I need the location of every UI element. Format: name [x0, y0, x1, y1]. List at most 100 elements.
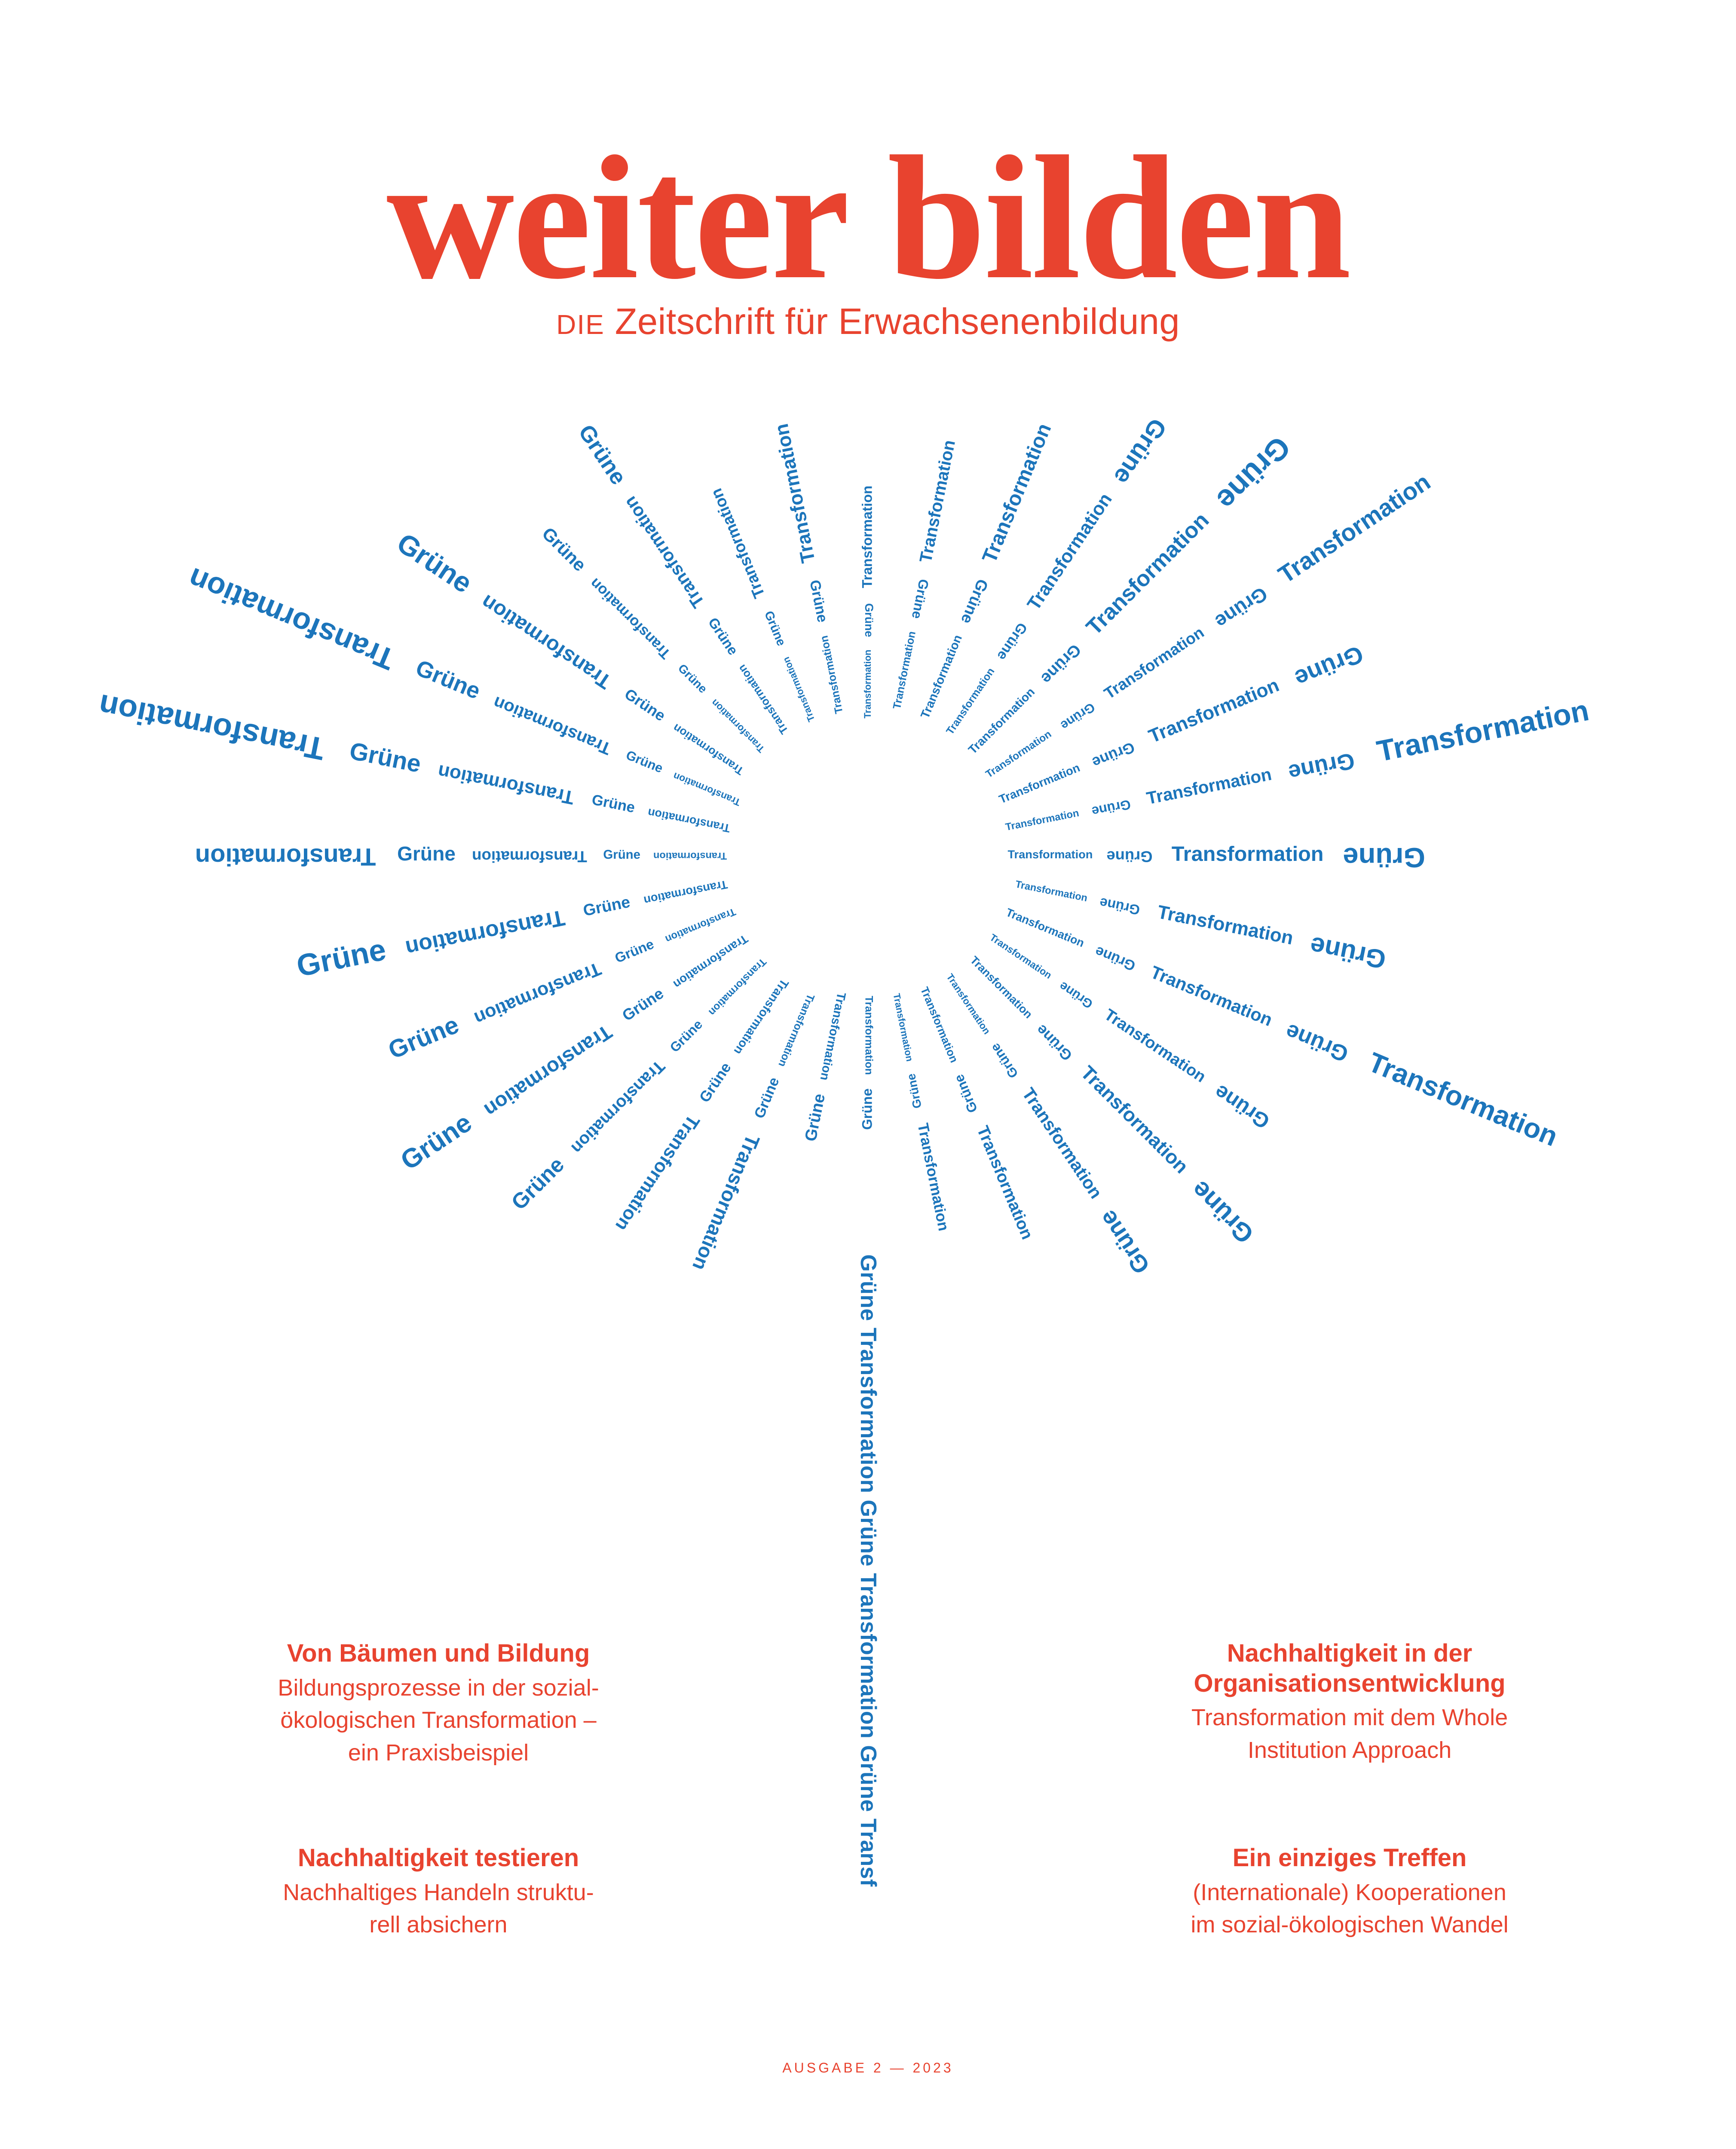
svg-text:Transformation: Transformation [891, 630, 918, 710]
svg-text:Grüne: Grüne [412, 655, 484, 704]
svg-text:Grüne: Grüne [859, 1088, 875, 1130]
svg-text:Transformation: Transformation [1274, 468, 1435, 588]
svg-text:Transformation: Transformation [944, 972, 992, 1036]
svg-text:Transformation: Transformation [490, 693, 614, 759]
svg-text:Transformation: Transformation [1145, 764, 1274, 808]
svg-text:Grüne: Grüne [958, 577, 992, 627]
svg-text:Grüne: Grüne [1058, 700, 1097, 733]
svg-text:Transformation: Transformation [1007, 848, 1093, 861]
svg-text:Grüne: Grüne [397, 842, 456, 865]
svg-text:Grüne: Grüne [1343, 842, 1425, 873]
svg-text:Grüne: Grüne [696, 1059, 735, 1105]
svg-text:Transformation: Transformation [404, 906, 567, 961]
svg-text:Grüne: Grüne [603, 848, 640, 862]
svg-text:Grüne: Grüne [806, 579, 831, 624]
svg-text:Transformation: Transformation [620, 493, 708, 612]
svg-text:Transformation: Transformation [1156, 901, 1295, 949]
svg-text:Transformation: Transformation [1023, 490, 1116, 614]
svg-text:Transformation: Transformation [587, 575, 674, 662]
svg-text:Transformation: Transformation [978, 420, 1056, 566]
svg-text:Grüne: Grüne [384, 1010, 463, 1064]
svg-text:Transformation: Transformation [818, 634, 845, 715]
svg-text:Grüne: Grüne [506, 1152, 569, 1215]
svg-text:Transformation: Transformation [781, 655, 817, 723]
svg-text:Transformation: Transformation [770, 422, 819, 565]
svg-text:Grüne: Grüne [1108, 413, 1172, 490]
svg-text:Grüne: Grüne [1098, 895, 1141, 918]
svg-text:Grüne: Grüne [1056, 979, 1095, 1011]
svg-text:Transformation: Transformation [664, 906, 738, 945]
svg-text:Grüne: Grüne [1286, 748, 1357, 786]
svg-text:Transformation: Transformation [643, 878, 729, 907]
svg-text:Grüne: Grüne [1282, 1019, 1352, 1067]
svg-text:Grüne: Grüne [676, 661, 710, 696]
svg-text:Grüne: Grüne [802, 1092, 829, 1143]
svg-text:Grüne: Grüne [951, 1072, 980, 1115]
svg-text:Grüne: Grüne [294, 933, 389, 983]
svg-text:Transformation: Transformation [1077, 1062, 1193, 1178]
svg-text:Grüne: Grüne [1210, 430, 1297, 517]
svg-text:Transformation: Transformation [688, 1131, 764, 1273]
svg-text:Transformation: Transformation [997, 761, 1082, 806]
svg-text:Transformation: Transformation [862, 650, 873, 719]
svg-text:Transformation: Transformation [918, 633, 965, 720]
svg-text:Transformation: Transformation [1364, 1047, 1562, 1152]
svg-text:Transformation: Transformation [671, 770, 742, 808]
svg-text:Grüne: Grüne [612, 936, 656, 966]
svg-text:Grüne: Grüne [619, 984, 667, 1024]
svg-text:Transformation: Transformation [567, 1056, 668, 1157]
svg-text:Transformation: Transformation [472, 848, 587, 865]
svg-text:Grüne: Grüne [591, 792, 637, 816]
svg-text:Transformation: Transformation [1374, 694, 1592, 768]
svg-text:Grüne: Grüne [582, 893, 632, 920]
svg-text:Transformation: Transformation [183, 561, 399, 677]
svg-text:Grüne: Grüne [705, 615, 741, 658]
svg-text:Grüne: Grüne [863, 603, 876, 637]
svg-text:Grüne: Grüne [1037, 640, 1084, 688]
svg-text:Grüne: Grüne [1090, 797, 1132, 819]
svg-text:Transformation: Transformation [973, 1123, 1036, 1242]
svg-text:Grüne: Grüne [1033, 1021, 1076, 1064]
svg-text:Grüne: Grüne [1107, 848, 1153, 865]
svg-text:Transformation: Transformation [1014, 879, 1088, 904]
svg-text:Transformation: Transformation [480, 1020, 616, 1122]
svg-text:Grüne: Grüne [667, 1017, 706, 1056]
svg-text:Transformation: Transformation [611, 1111, 704, 1235]
svg-text:Transformation: Transformation [646, 806, 731, 835]
svg-text:Transformation: Transformation [914, 1122, 952, 1232]
svg-text:Transformation: Transformation [988, 932, 1054, 981]
svg-text:Transformation: Transformation [863, 996, 875, 1075]
svg-text:Transformation: Transformation [1148, 962, 1275, 1030]
svg-text:Grüne: Grüne [573, 420, 631, 490]
svg-text:Grüne: Grüne [988, 1041, 1021, 1081]
svg-text:Grüne: Grüne [538, 523, 590, 575]
svg-text:Grüne: Grüne [994, 620, 1031, 663]
svg-text:Grüne: Grüne [909, 578, 932, 620]
svg-text:Transformation: Transformation [1081, 507, 1213, 640]
svg-text:Grüne: Grüne [347, 737, 423, 778]
svg-text:Grüne: Grüne [392, 527, 478, 599]
svg-text:Transformation: Transformation [1146, 674, 1282, 747]
svg-text:Transformation: Transformation [1004, 807, 1080, 833]
svg-text:Transformation: Transformation [471, 958, 604, 1029]
svg-text:Transformation: Transformation [709, 697, 767, 755]
svg-text:Transformation: Transformation [1018, 1084, 1106, 1202]
svg-text:Grüne: Grüne [904, 1072, 924, 1109]
svg-text:Transformation: Transformation [891, 992, 915, 1062]
svg-text:Grüne: Grüne [395, 1108, 477, 1176]
svg-text:Grüne: Grüne [1211, 582, 1271, 633]
svg-text:Grüne: Grüne [1090, 738, 1137, 771]
svg-text:Transformation: Transformation [817, 991, 848, 1081]
svg-text:Transformation: Transformation [916, 438, 959, 564]
svg-text:Transformation: Transformation [195, 843, 376, 871]
svg-text:Transformation: Transformation [1004, 906, 1086, 949]
svg-text:Transformation: Transformation [776, 992, 817, 1068]
svg-text:Grüne: Grüne [1307, 931, 1388, 974]
svg-text:Transformation: Transformation [1101, 1005, 1209, 1086]
svg-text:Transformation: Transformation [707, 486, 768, 601]
svg-text:Grüne: Grüne [1093, 943, 1138, 974]
svg-text:Grüne: Grüne [1291, 640, 1367, 693]
svg-text:Transformation: Transformation [1172, 842, 1324, 866]
svg-text:Grüne: Grüne [762, 609, 788, 648]
svg-text:Transformation: Transformation [653, 851, 727, 862]
